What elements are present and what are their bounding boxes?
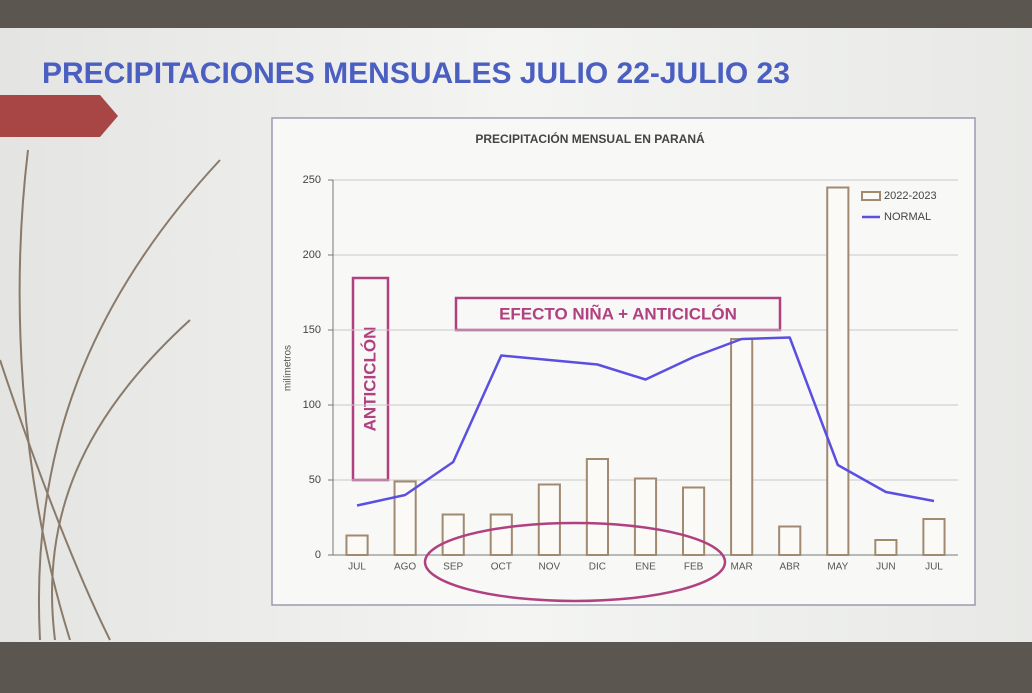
y-tick-label: 200 (303, 249, 321, 261)
x-tick-label: DIC (589, 562, 606, 573)
x-tick-label: AGO (394, 562, 416, 573)
x-tick-label: FEB (684, 562, 704, 573)
x-tick-label: MAY (827, 562, 848, 573)
bar (874, 539, 898, 556)
y-tick-label: 150 (303, 324, 321, 336)
chart-title: PRECIPITACIÓN MENSUAL EN PARANÁ (475, 131, 705, 146)
bar (345, 534, 369, 556)
bar (730, 338, 754, 556)
annotation-box (454, 296, 782, 332)
bar (826, 186, 850, 556)
x-tick-label: ABR (779, 562, 800, 573)
annotation: ANTICICLÓN (360, 327, 379, 432)
x-tick-label: SEP (443, 562, 463, 573)
legend-swatch (861, 191, 881, 201)
bar (537, 483, 561, 556)
slide-title: PRECIPITACIONES MENSUALES JULIO 22-JULIO… (42, 57, 790, 90)
bar (393, 480, 417, 556)
title-arrow (0, 95, 118, 137)
legend-label: 2022-2023 (884, 190, 937, 202)
y-tick-label: 0 (315, 549, 321, 561)
x-tick-label: JUL (925, 562, 943, 573)
x-tick-label: JUN (876, 562, 895, 573)
bar (778, 525, 802, 556)
x-tick-label: MAR (731, 562, 753, 573)
bar (922, 518, 946, 556)
bar (489, 513, 513, 556)
line (356, 336, 935, 507)
legend-label: NORMAL (884, 211, 931, 223)
y-tick-label: 250 (303, 174, 321, 186)
x-tick-label: NOV (539, 562, 561, 573)
bar (585, 458, 609, 556)
bar (633, 477, 658, 556)
x-tick-label: JUL (348, 562, 366, 573)
decoration (0, 149, 221, 641)
y-axis-label: milímetros (283, 345, 294, 391)
y-tick-label: 100 (303, 399, 321, 411)
bar (682, 486, 706, 556)
bar (441, 513, 465, 556)
x-tick-label: ENE (635, 562, 656, 573)
annotation: EFECTO NIÑA + ANTICICLÓN (499, 303, 737, 323)
x-tick-label: OCT (491, 562, 512, 573)
y-tick-label: 50 (309, 474, 321, 486)
plot: 0 50 100 150 200 250 JUL AGO SEP OCT NOV DIC ENE FEB M… (303, 174, 958, 573)
highlight-ellipse (423, 521, 727, 603)
